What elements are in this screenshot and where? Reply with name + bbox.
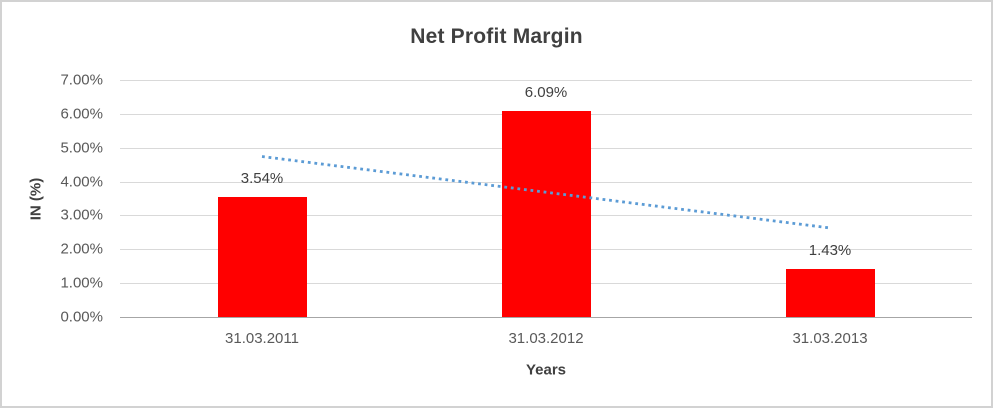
y-tick-label: 6.00% [60, 105, 103, 123]
data-label: 1.43% [808, 241, 852, 259]
y-tick-label: 2.00% [60, 240, 103, 258]
x-tick-label: 31.03.2011 [225, 330, 299, 347]
y-axis-title: IN (%) [27, 177, 45, 221]
x-tick-label: 31.03.2012 [508, 330, 584, 347]
data-label: 3.54% [240, 170, 284, 188]
x-axis-line [120, 317, 972, 318]
y-tick-label: 0.00% [60, 308, 103, 326]
y-tick-label: 7.00% [60, 71, 103, 89]
data-label: 6.09% [524, 83, 568, 101]
bar [785, 268, 875, 317]
y-tick-label: 3.00% [60, 206, 103, 224]
gridline [120, 80, 972, 81]
y-tick-label: 4.00% [60, 173, 103, 191]
x-axis-title: Years [525, 361, 567, 379]
bar [501, 110, 591, 317]
bar [217, 197, 307, 317]
x-tick-label: 31.03.2013 [792, 330, 868, 347]
y-tick-label: 1.00% [60, 274, 103, 292]
chart-title: Net Profit Margin [410, 25, 583, 48]
y-tick-label: 5.00% [60, 139, 103, 157]
